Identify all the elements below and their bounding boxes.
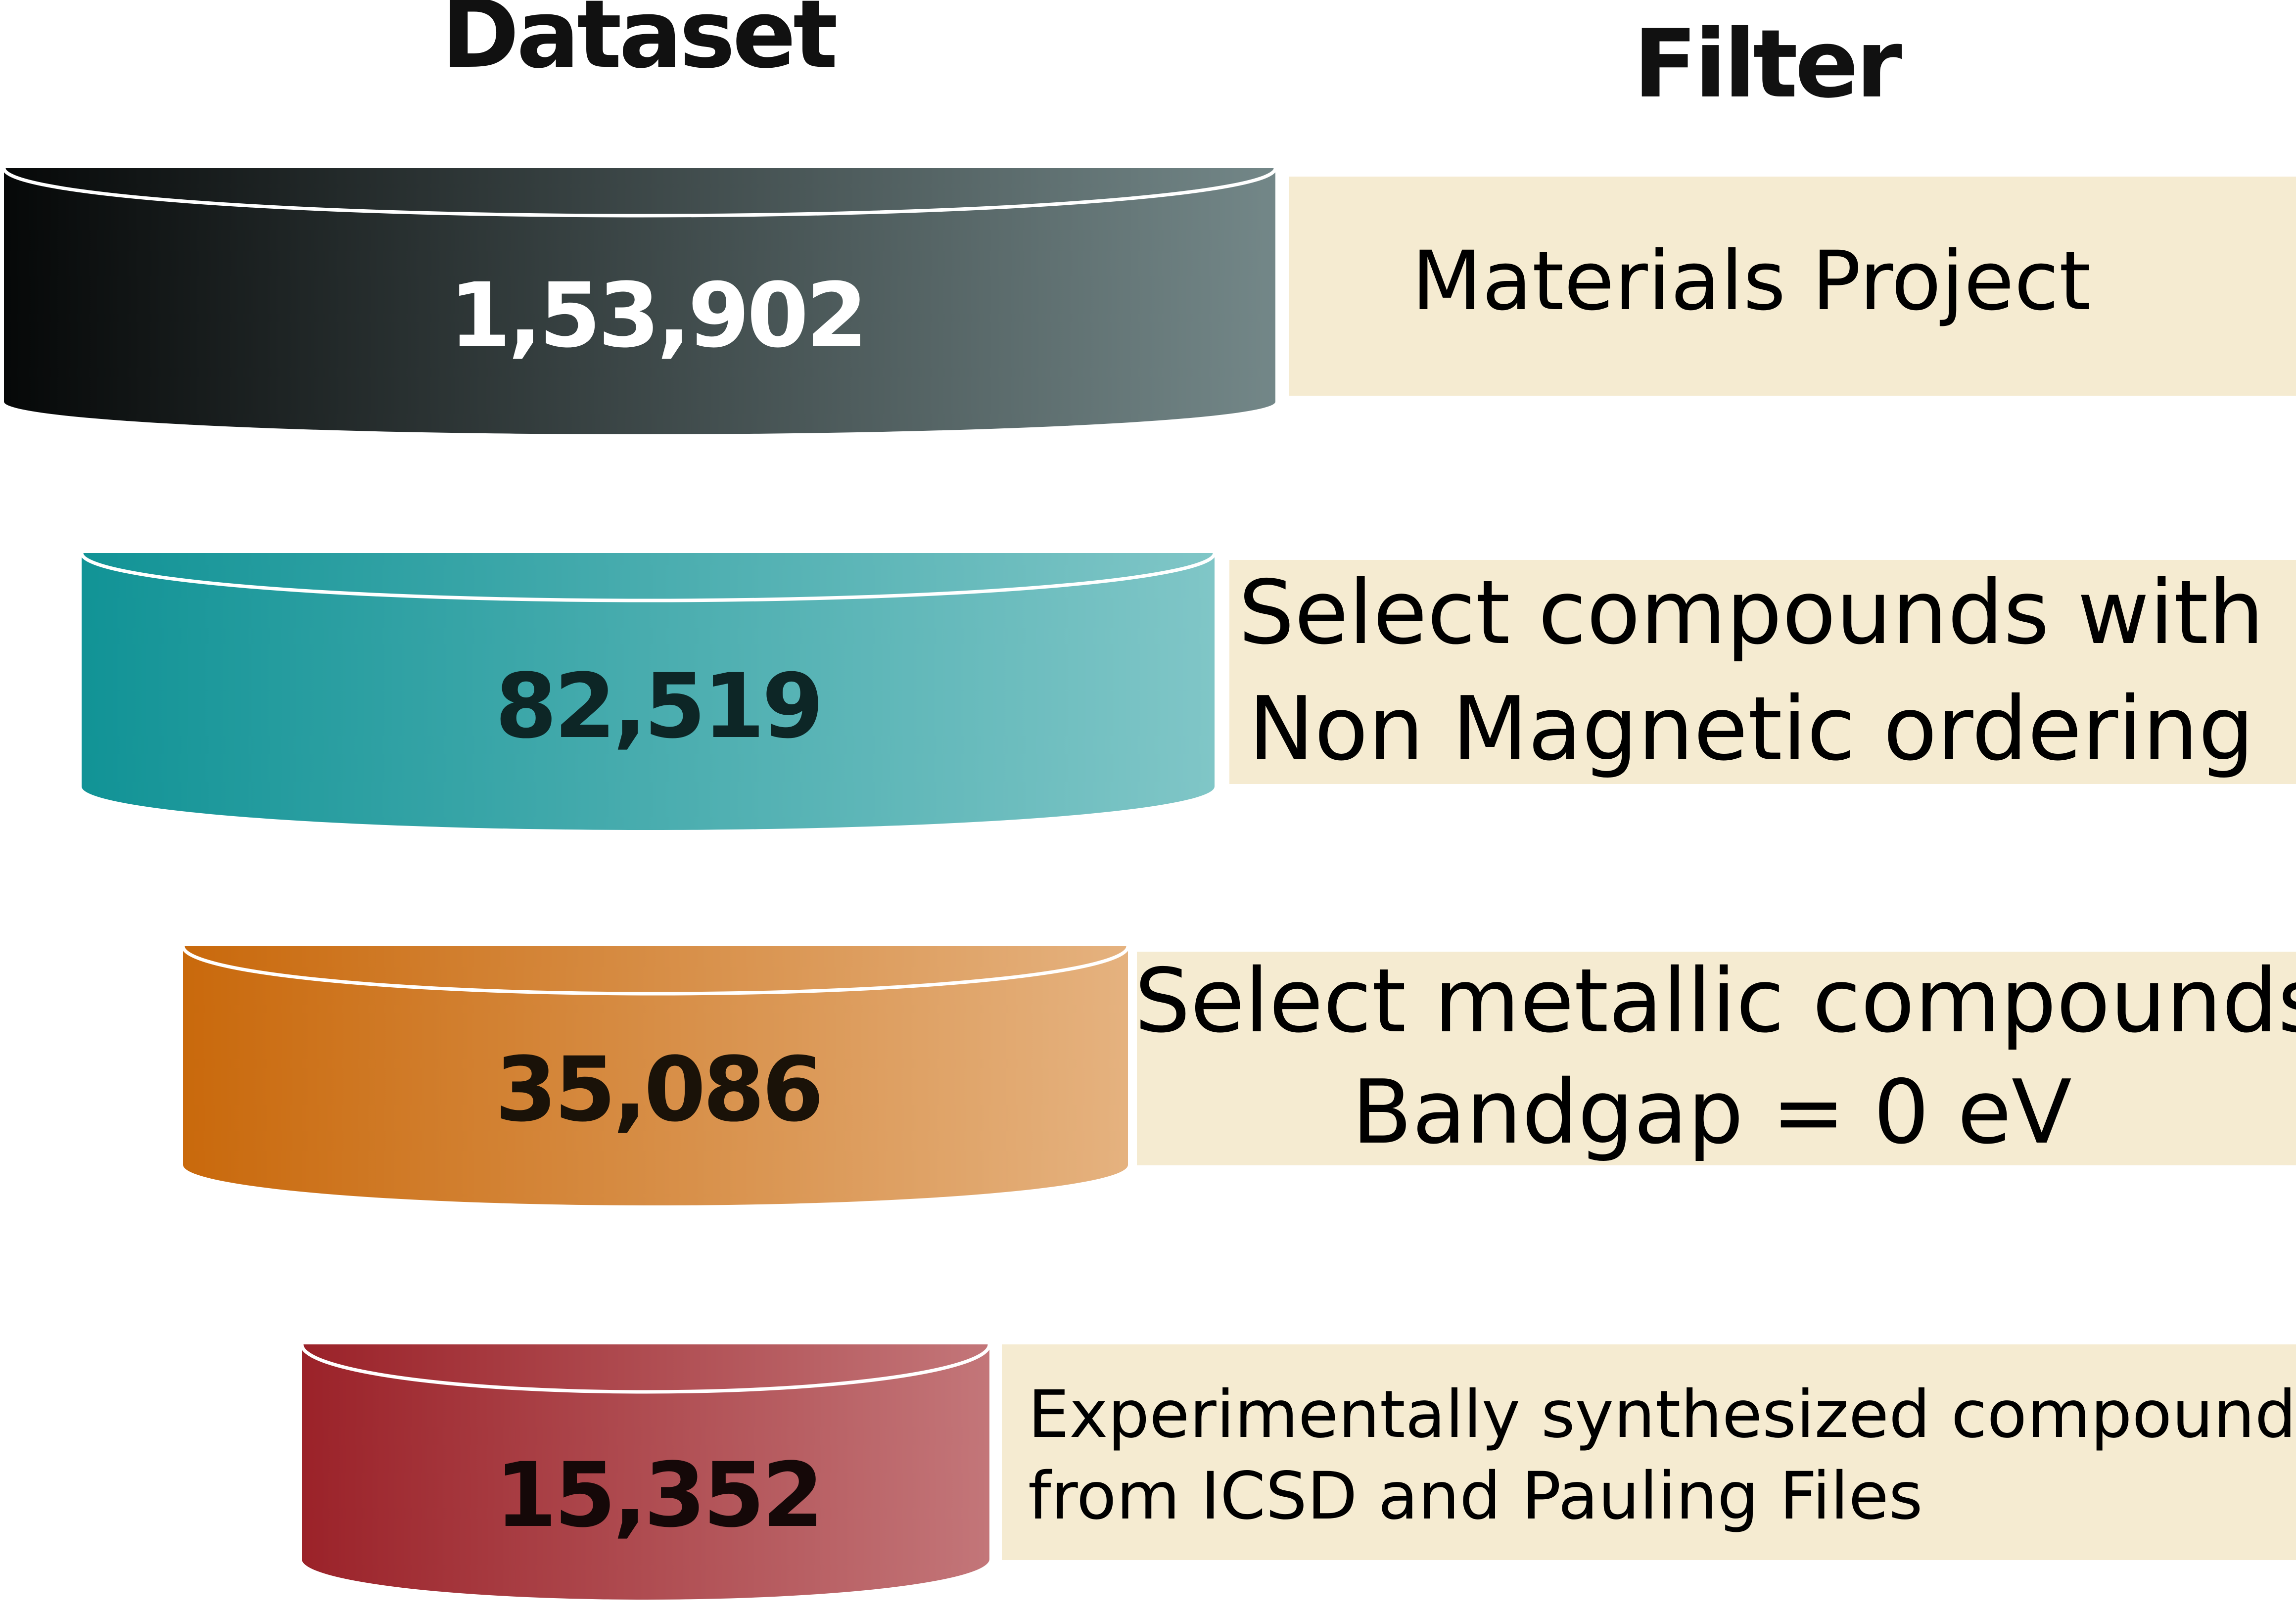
cylinder-3-top — [181, 897, 1130, 996]
tier-4: Experimentally synthesized compounds fro… — [300, 1295, 2296, 1600]
filter-label-3-line-2: Bandgap = 0 eV — [1352, 1061, 2071, 1163]
count-2: 82,519 — [495, 655, 821, 758]
dataset-header: Dataset — [441, 0, 836, 89]
cylinder-4-top — [300, 1295, 991, 1394]
tier-3: Select metallic compounds Bandgap = 0 eV… — [181, 897, 2296, 1205]
cylinder-1-top — [2, 119, 1277, 218]
filter-label-2-line-1: Select compounds with — [1238, 561, 2264, 664]
filter-label-1-line-1: Materials Project — [1411, 233, 2091, 328]
filter-label-4-line-1: Experimentally synthesized compounds — [1028, 1377, 2296, 1453]
cylinder-3 — [183, 946, 1128, 1205]
count-4: 15,352 — [495, 1444, 821, 1547]
filter-box-1 — [1289, 177, 2296, 396]
count-3: 35,086 — [495, 1038, 821, 1142]
filter-label-2-line-2: Non Magnetic ordering — [1248, 678, 2254, 780]
filter-box-4 — [1002, 1344, 2296, 1560]
filter-label-3-line-1: Select metallic compounds — [1134, 950, 2296, 1052]
cylinder-2 — [82, 553, 1215, 830]
filter-box-2 — [1229, 560, 2296, 784]
filter-label-4-line-2: from ICSD and Pauling Files — [1028, 1458, 1923, 1534]
tier-2: Select compounds with Non Magnetic order… — [80, 504, 2296, 830]
cylinder-1 — [4, 168, 1275, 434]
cylinder-2-top — [80, 504, 1217, 602]
filter-header: Filter — [1633, 9, 1902, 119]
tier-1: Materials Project 1,53,902 — [2, 119, 2296, 434]
cylinder-4 — [302, 1344, 989, 1600]
count-1: 1,53,902 — [449, 264, 865, 368]
filter-box-3 — [1137, 952, 2296, 1165]
